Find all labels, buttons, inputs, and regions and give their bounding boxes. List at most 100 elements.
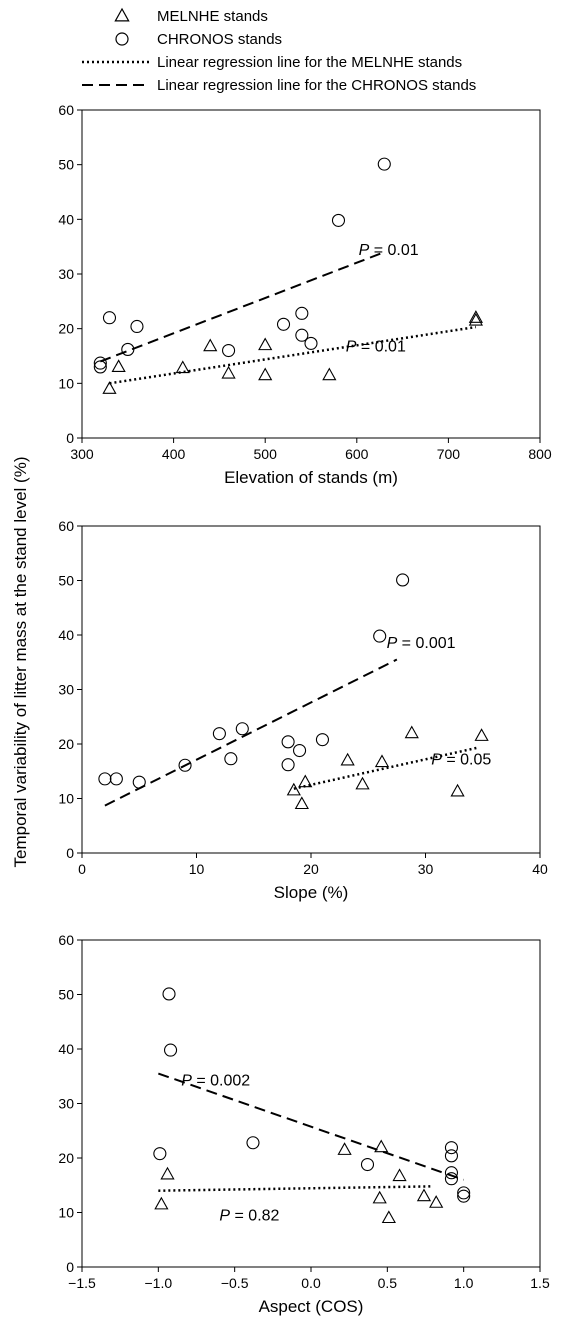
melnhe-point bbox=[374, 754, 390, 768]
panels: 300 400 500 600 700 8000102030405060Elevation… bbox=[58, 102, 551, 1316]
x-tick-label: 0 bbox=[78, 861, 86, 877]
x-tick-label: −0.5 bbox=[221, 1275, 249, 1291]
x-tick-label: 1.0 bbox=[454, 1275, 474, 1291]
plot-frame bbox=[81, 109, 541, 439]
x-tick-label: 10 bbox=[189, 861, 205, 877]
melnhe-point bbox=[374, 1139, 389, 1153]
legend-item: Linear regression line for the CHRONOS s… bbox=[82, 77, 476, 94]
melnhe-point bbox=[337, 1142, 352, 1155]
x-tick-label: 1.5 bbox=[530, 1275, 550, 1291]
p-value-annotation: P = 0.82 bbox=[219, 1208, 279, 1225]
y-tick-label: 50 bbox=[58, 987, 74, 1003]
chronos-point bbox=[102, 311, 117, 325]
legend-label: MELNHE stands bbox=[157, 8, 268, 25]
legend-item: CHRONOS stands bbox=[115, 31, 282, 48]
y-tick-label: 30 bbox=[58, 682, 74, 698]
chronos-point bbox=[130, 319, 144, 334]
y-tick-label: 50 bbox=[58, 157, 74, 173]
chronos-regression-line bbox=[158, 1072, 464, 1181]
legend-item: Linear regression line for the MELNHE st… bbox=[82, 54, 462, 71]
melnhe-point bbox=[340, 752, 355, 766]
melnhe-point bbox=[450, 783, 465, 797]
legend-label: CHRONOS stands bbox=[157, 31, 282, 48]
melnhe-point bbox=[154, 1196, 169, 1210]
melnhe-point bbox=[468, 310, 483, 323]
chronos-point bbox=[331, 213, 346, 227]
y-tick-label: 0 bbox=[66, 1259, 74, 1275]
y-tick-label: 40 bbox=[58, 1041, 74, 1057]
melnhe-point bbox=[298, 774, 313, 788]
x-tick-label: 800 bbox=[528, 446, 552, 462]
x-tick-label: 500 bbox=[254, 446, 278, 462]
y-tick-label: 40 bbox=[58, 211, 74, 227]
plot-frame bbox=[81, 525, 541, 854]
x-tick-label: 0.5 bbox=[378, 1275, 398, 1291]
x-tick-label: 300 bbox=[70, 446, 94, 462]
y-tick-label: 30 bbox=[58, 1096, 74, 1112]
chronos-point bbox=[98, 772, 112, 786]
chart-panel-1: 300 400 500 600 700 800 0 10 20 30 40 50 60 Elevation… bbox=[58, 102, 551, 487]
melnhe-point bbox=[258, 367, 273, 381]
chronos-point bbox=[246, 1136, 260, 1150]
p-value-annotation: P = 0.001 bbox=[387, 635, 456, 652]
melnhe-point bbox=[160, 1166, 175, 1180]
chronos-point bbox=[295, 328, 309, 342]
x-tick-label: 600 bbox=[345, 446, 369, 462]
melnhe-point bbox=[203, 338, 218, 352]
x-tick-label: −1.0 bbox=[145, 1275, 173, 1291]
melnhe-regression-line bbox=[158, 1185, 434, 1192]
x-tick-label: 0.0 bbox=[301, 1275, 321, 1291]
melnhe-point bbox=[322, 367, 337, 381]
chronos-point bbox=[444, 1166, 459, 1180]
chronos-point bbox=[121, 342, 135, 356]
y-tick-label: 10 bbox=[58, 791, 74, 807]
y-tick-label: 0 bbox=[66, 845, 74, 861]
x-tick-label: 400 bbox=[162, 446, 186, 462]
y-tick-label: 0 bbox=[66, 430, 74, 446]
chronos-point bbox=[304, 336, 318, 350]
melnhe-point bbox=[468, 312, 483, 326]
chronos-point bbox=[444, 1141, 459, 1155]
chronos-point bbox=[212, 727, 226, 741]
melnhe-point bbox=[404, 725, 419, 739]
chronos-point bbox=[444, 1172, 459, 1186]
melnhe-point bbox=[111, 359, 126, 373]
melnhe-point bbox=[416, 1188, 432, 1202]
y-tick-label: 20 bbox=[58, 1150, 74, 1166]
chronos-point bbox=[276, 317, 291, 331]
chronos-point bbox=[162, 987, 176, 1001]
y-tick-label: 20 bbox=[58, 736, 74, 752]
chart-panel-3: −1.5 −1.0 −0.5 0.0 0.5 1.0 1.5 0 10 20 30 40 50 60 Asp… bbox=[58, 932, 550, 1316]
legend-label: Linear regression line for the MELNHE st… bbox=[157, 54, 462, 71]
y-tick-label: 60 bbox=[58, 932, 74, 948]
chronos-point bbox=[235, 722, 249, 736]
p-value-annotation: P = 0.05 bbox=[431, 752, 491, 769]
melnhe-point bbox=[429, 1195, 444, 1208]
chronos-point bbox=[360, 1157, 375, 1172]
circle-marker-icon bbox=[115, 32, 129, 46]
chart-panel-2: 0 10 20 30 40 0 10 20 30 40 50 60 Slope (%) P = 0.001… bbox=[58, 518, 548, 902]
x-tick-label: 20 bbox=[303, 861, 319, 877]
melnhe-point bbox=[392, 1168, 407, 1182]
melnhe-point bbox=[175, 360, 190, 374]
triangle-marker-icon bbox=[114, 7, 130, 22]
chronos-point bbox=[457, 1189, 471, 1203]
y-axis-label: Temporal variability of litter mass at t… bbox=[11, 457, 30, 868]
x-axis-label: Elevation of stands (m) bbox=[224, 468, 398, 487]
p-value-annotation: P = 0.01 bbox=[359, 242, 419, 259]
chronos-regression-line bbox=[99, 251, 385, 363]
legend: MELNHE stands CHRONOS stands Linear regres… bbox=[82, 7, 476, 94]
chronos-point bbox=[457, 1186, 471, 1200]
chronos-point bbox=[224, 752, 238, 766]
melnhe-point bbox=[372, 1190, 387, 1204]
chronos-point bbox=[163, 1043, 178, 1057]
y-tick-label: 40 bbox=[58, 627, 74, 643]
chronos-point bbox=[132, 775, 146, 789]
melnhe-point bbox=[286, 782, 301, 796]
melnhe-regression-line bbox=[109, 325, 477, 385]
plot-frame bbox=[81, 939, 541, 1268]
chronos-point bbox=[295, 306, 309, 320]
y-tick-label: 20 bbox=[58, 321, 74, 337]
chronos-point bbox=[153, 1147, 167, 1161]
y-tick-label: 60 bbox=[58, 518, 74, 534]
